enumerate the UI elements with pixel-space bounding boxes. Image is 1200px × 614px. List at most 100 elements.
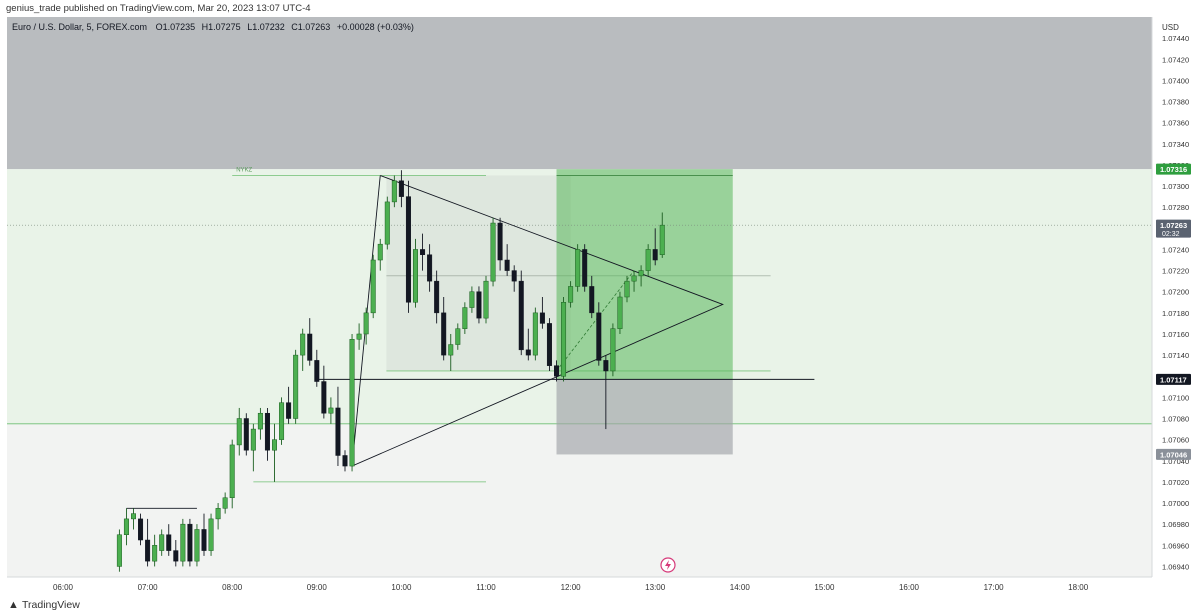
price-tick-label: 1.07220 bbox=[1162, 267, 1189, 276]
lightning-icon[interactable] bbox=[660, 557, 676, 573]
price-tick-label: 1.06960 bbox=[1162, 541, 1189, 550]
candle-body bbox=[138, 518, 144, 541]
candle-body bbox=[279, 402, 285, 440]
candle-body bbox=[483, 280, 489, 319]
candle-body bbox=[342, 455, 348, 467]
candle-body bbox=[180, 523, 186, 562]
candle-body bbox=[328, 407, 334, 414]
candle-body bbox=[314, 360, 320, 382]
price-badge-label: 1.07046 bbox=[1160, 450, 1187, 459]
price-badge bbox=[1156, 163, 1191, 175]
candle-body bbox=[194, 529, 200, 562]
legend-symbol: Euro / U.S. Dollar, 5, FOREX.com bbox=[12, 22, 147, 32]
projection-line bbox=[556, 270, 635, 372]
footer: ▲ TradingView bbox=[0, 596, 1200, 614]
candle-body bbox=[434, 280, 440, 314]
supply-zone bbox=[7, 17, 1152, 170]
candle-body bbox=[300, 333, 306, 356]
price-axis[interactable] bbox=[1152, 17, 1200, 577]
time-tick-label: 13:00 bbox=[645, 583, 666, 592]
price-tick-label: 1.07440 bbox=[1162, 34, 1189, 43]
legend-high: H1.07275 bbox=[202, 22, 241, 32]
candle-body bbox=[208, 518, 214, 551]
price-tick-label: 1.07280 bbox=[1162, 203, 1189, 212]
candle-body bbox=[384, 201, 390, 245]
candle-body bbox=[405, 196, 411, 303]
candle-body bbox=[490, 222, 496, 282]
candle-body bbox=[222, 497, 228, 509]
candle-body bbox=[370, 259, 376, 314]
candle-body bbox=[391, 180, 397, 203]
candle-body bbox=[159, 534, 165, 551]
time-tick-label: 11:00 bbox=[476, 583, 496, 592]
candle-body bbox=[201, 529, 207, 551]
candle-body bbox=[561, 302, 567, 377]
price-tick-label: 1.07020 bbox=[1162, 478, 1189, 487]
price-tick-label: 1.07060 bbox=[1162, 436, 1189, 445]
nykz-label: NYKZ bbox=[236, 167, 252, 173]
footer-brand[interactable]: TradingView bbox=[22, 599, 80, 611]
candle-body bbox=[582, 249, 588, 287]
candle-body bbox=[518, 280, 524, 351]
candle-body bbox=[321, 381, 327, 414]
candle-body bbox=[250, 428, 256, 451]
publish-header: genius_trade published on TradingView.co… bbox=[0, 0, 1200, 17]
candle-body bbox=[123, 518, 129, 535]
time-tick-label: 12:00 bbox=[561, 583, 582, 592]
candle-body bbox=[413, 249, 418, 303]
price-badge bbox=[1156, 219, 1191, 238]
candle-body bbox=[173, 550, 179, 562]
candle-body bbox=[398, 180, 404, 197]
price-badge-label: 1.07263 bbox=[1160, 221, 1187, 230]
candle-body bbox=[504, 259, 510, 271]
price-tick-label: 1.07340 bbox=[1162, 140, 1189, 149]
position-stop-zone bbox=[556, 379, 733, 455]
candles-layer bbox=[116, 170, 665, 572]
candle-body bbox=[272, 439, 277, 451]
price-tick-label: 1.07380 bbox=[1162, 98, 1189, 107]
candle-body bbox=[116, 534, 122, 567]
candle-body bbox=[145, 539, 151, 562]
price-badge bbox=[1156, 448, 1191, 460]
time-tick-label: 18:00 bbox=[1068, 583, 1089, 592]
candle-body bbox=[532, 312, 538, 356]
candle-body bbox=[624, 280, 630, 298]
candle-body bbox=[568, 286, 574, 303]
candle-body bbox=[575, 249, 581, 287]
price-tick-label: 1.07140 bbox=[1162, 351, 1189, 360]
candle-body bbox=[335, 407, 341, 456]
candle-body bbox=[603, 360, 609, 372]
price-badge-label: 1.07117 bbox=[1160, 375, 1187, 384]
candle-body bbox=[659, 224, 665, 255]
tradingview-logo-icon[interactable]: ▲ bbox=[8, 599, 19, 611]
price-tick-label: 1.06940 bbox=[1162, 562, 1189, 571]
candle-body bbox=[554, 365, 559, 377]
candle-body bbox=[293, 354, 299, 419]
candle-body bbox=[229, 444, 235, 499]
candle-body bbox=[166, 534, 172, 551]
candle-body bbox=[448, 344, 454, 356]
price-tick-label: 1.07240 bbox=[1162, 245, 1189, 254]
candle-body bbox=[427, 254, 433, 282]
candle-body bbox=[617, 296, 623, 329]
candle-body bbox=[539, 312, 545, 324]
time-axis[interactable] bbox=[7, 577, 1152, 596]
price-tick-label: 1.07400 bbox=[1162, 76, 1189, 85]
candle-body bbox=[441, 312, 447, 356]
legend-change: +0.00028 (+0.03%) bbox=[337, 22, 414, 32]
candle-body bbox=[286, 402, 292, 419]
candle-body bbox=[420, 249, 426, 255]
price-tick-label: 1.06980 bbox=[1162, 520, 1189, 529]
legend-close: C1.07263 bbox=[291, 22, 330, 32]
price-badge-sub: 02:32 bbox=[1162, 231, 1180, 238]
candle-body bbox=[349, 339, 355, 467]
candle-body bbox=[455, 328, 461, 345]
publish-text: genius_trade published on TradingView.co… bbox=[6, 3, 311, 14]
price-tick-label: 1.07160 bbox=[1162, 330, 1189, 339]
candle-body bbox=[236, 418, 242, 446]
price-tick-label: 1.07000 bbox=[1162, 499, 1189, 508]
time-tick-label: 10:00 bbox=[391, 583, 412, 592]
candle-body bbox=[511, 270, 517, 282]
